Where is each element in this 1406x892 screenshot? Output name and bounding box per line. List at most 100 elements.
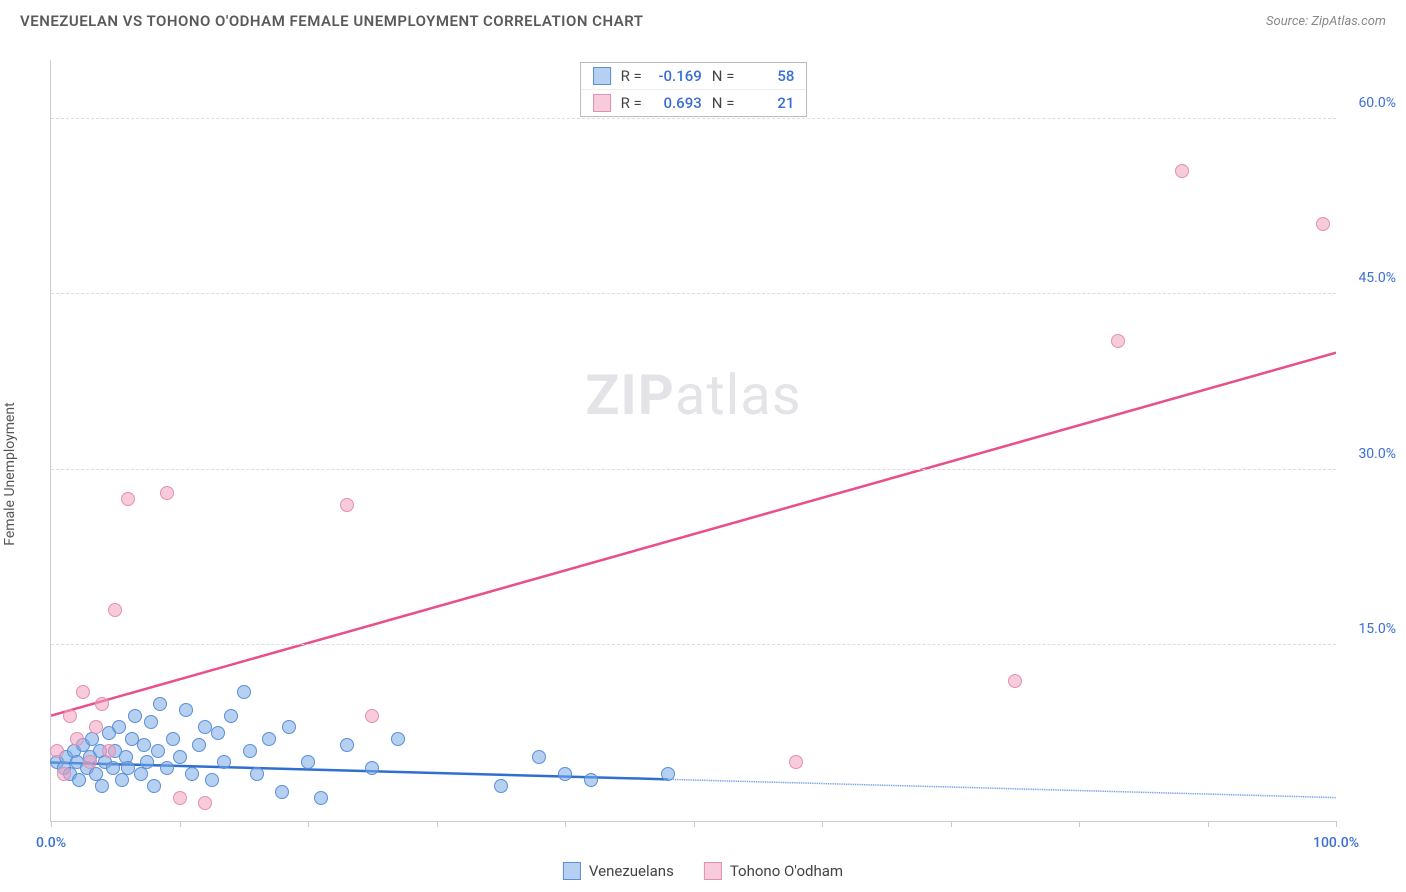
n-label: N = (712, 94, 735, 112)
scatter-point (1316, 217, 1330, 231)
x-tick (51, 821, 52, 827)
legend-swatch (563, 862, 581, 880)
y-axis-label: Female Unemployment (2, 402, 18, 546)
x-tick (1336, 821, 1337, 827)
scatter-point (108, 603, 122, 617)
scatter-point (57, 767, 71, 781)
scatter-point (661, 767, 675, 781)
n-label: N = (712, 67, 735, 85)
scatter-point (340, 738, 354, 752)
scatter-point (147, 779, 161, 793)
correlation-stat-box: R =-0.169N =58R =0.693N =21 (580, 62, 808, 117)
scatter-point (137, 738, 151, 752)
scatter-point (205, 773, 219, 787)
scatter-point (262, 732, 276, 746)
scatter-point (173, 791, 187, 805)
scatter-point (301, 755, 315, 769)
x-tick (565, 821, 566, 827)
scatter-point (584, 773, 598, 787)
x-tick-label: 100.0% (1313, 835, 1359, 851)
x-tick (437, 821, 438, 827)
scatter-point (89, 720, 103, 734)
scatter-point (789, 755, 803, 769)
gridline (51, 293, 1336, 294)
scatter-point (250, 767, 264, 781)
scatter-point (494, 779, 508, 793)
n-value: 58 (744, 67, 794, 85)
x-tick (180, 821, 181, 827)
scatter-point (314, 791, 328, 805)
scatter-point (72, 773, 86, 787)
scatter-point (76, 685, 90, 699)
scatter-point (112, 720, 126, 734)
legend-item: Venezuelans (563, 862, 674, 880)
plot-area: ZIPatlas R =-0.169N =58R =0.693N =21 15.… (50, 60, 1336, 822)
scatter-point (211, 726, 225, 740)
scatter-point (179, 703, 193, 717)
scatter-point (153, 697, 167, 711)
gridline (51, 118, 1336, 119)
scatter-point (1111, 334, 1125, 348)
scatter-point (365, 761, 379, 775)
scatter-point (1008, 674, 1022, 688)
series-swatch (593, 94, 611, 112)
scatter-point (50, 744, 64, 758)
y-tick-label: 60.0% (1358, 95, 1396, 111)
scatter-point (95, 779, 109, 793)
legend-swatch (704, 862, 722, 880)
scatter-point (173, 750, 187, 764)
scatter-point (340, 498, 354, 512)
x-tick-label: 0.0% (36, 835, 66, 851)
source-attribution: Source: ZipAtlas.com (1266, 14, 1386, 29)
regression-lines (51, 60, 1336, 821)
stat-row: R =0.693N =21 (581, 89, 807, 116)
scatter-point (558, 767, 572, 781)
x-tick (694, 821, 695, 827)
x-tick (1208, 821, 1209, 827)
scatter-point (95, 697, 109, 711)
n-value: 21 (744, 94, 794, 112)
scatter-point (144, 715, 158, 729)
r-label: R = (621, 67, 642, 85)
x-tick (308, 821, 309, 827)
scatter-point (151, 744, 165, 758)
scatter-point (282, 720, 296, 734)
scatter-point (365, 709, 379, 723)
scatter-point (160, 486, 174, 500)
scatter-point (217, 755, 231, 769)
scatter-point (237, 685, 251, 699)
scatter-point (532, 750, 546, 764)
x-tick (951, 821, 952, 827)
scatter-point (102, 744, 116, 758)
legend: Venezuelans Tohono O'odham (563, 862, 843, 880)
r-value: -0.169 (652, 67, 702, 85)
scatter-point (275, 785, 289, 799)
r-label: R = (621, 94, 642, 112)
y-tick-label: 30.0% (1358, 446, 1396, 462)
scatter-point (83, 755, 97, 769)
scatter-point (70, 732, 84, 746)
series-swatch (593, 67, 611, 85)
scatter-point (391, 732, 405, 746)
legend-label: Tohono O'odham (730, 862, 843, 880)
scatter-point (198, 796, 212, 810)
scatter-point (121, 492, 135, 506)
scatter-point (224, 709, 238, 723)
watermark: ZIPatlas (585, 362, 801, 428)
chart-container: Female Unemployment ZIPatlas R = -0.169 N … (0, 40, 1406, 892)
legend-item: Tohono O'odham (704, 862, 843, 880)
x-tick (822, 821, 823, 827)
scatter-point (140, 755, 154, 769)
gridline (51, 469, 1336, 470)
scatter-point (166, 732, 180, 746)
scatter-point (1175, 164, 1189, 178)
scatter-point (185, 767, 199, 781)
x-tick (1079, 821, 1080, 827)
y-tick-label: 45.0% (1358, 270, 1396, 286)
y-tick-label: 15.0% (1358, 621, 1396, 637)
stat-row: R = -0.169 N = 58 (581, 63, 807, 89)
gridline (51, 644, 1336, 645)
legend-label: Venezuelans (589, 862, 674, 880)
chart-title: VENEZUELAN VS TOHONO O'ODHAM FEMALE UNEM… (20, 12, 644, 30)
scatter-point (192, 738, 206, 752)
